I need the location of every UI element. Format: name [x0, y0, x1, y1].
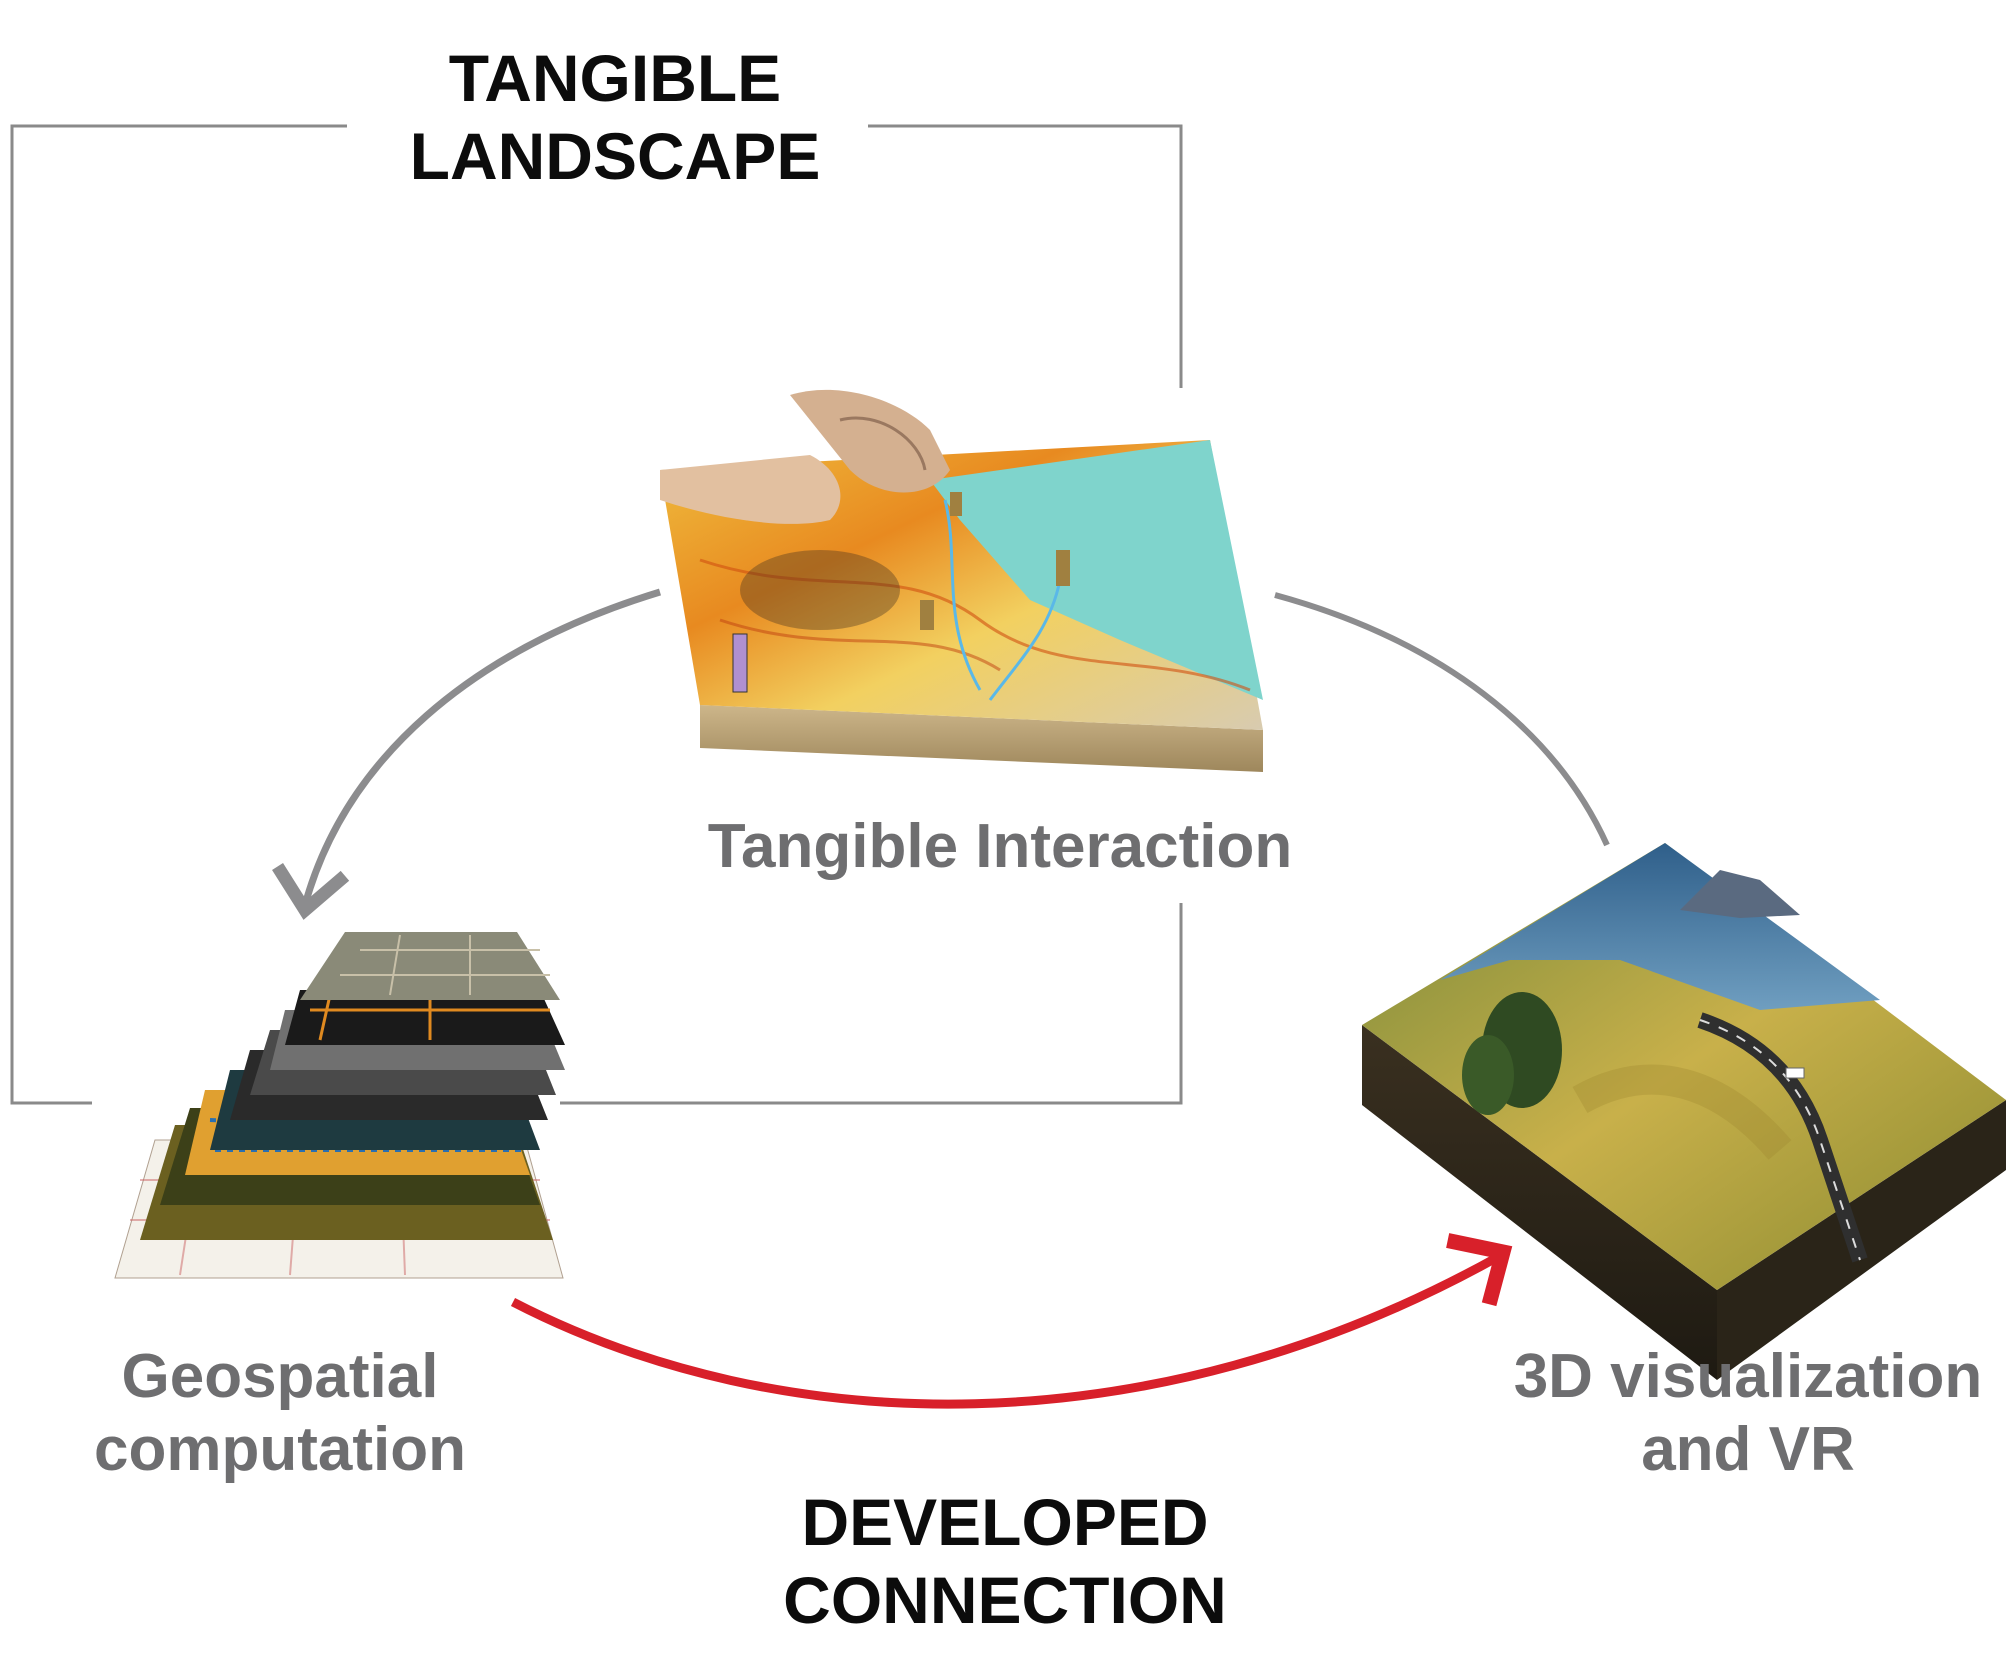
geospatial-layers-image	[114, 932, 565, 1279]
title-line-1: TANGIBLE	[448, 41, 782, 115]
label-developed-connection: DEVELOPED CONNECTION	[765, 1484, 1245, 1640]
landscape-frame	[10, 124, 1183, 1105]
terrain-block-image	[1362, 843, 2006, 1380]
title-line-2: LANDSCAPE	[409, 118, 821, 193]
title-tangible-landscape: TANGIBLE LANDSCAPE	[405, 40, 825, 196]
geospatial-line-2: computation	[94, 1415, 466, 1485]
geospatial-line-1: Geospatial	[121, 1342, 439, 1411]
tangible-interaction-text: Tangible Interaction	[707, 812, 1293, 881]
connection-line-1: DEVELOPED	[801, 1485, 1209, 1559]
connection-line-2: CONNECTION	[783, 1562, 1227, 1637]
sand-model-image	[660, 389, 1263, 772]
arc-tangible-to-visualization	[1274, 592, 1610, 847]
label-3d-visualization: 3D visualization and VR	[1498, 1340, 1998, 1486]
label-geospatial-computation: Geospatial computation	[70, 1340, 490, 1486]
arrow-tangible-to-geospatial	[272, 588, 662, 920]
arrow-developed-connection	[510, 1233, 1513, 1409]
visualization-line-1: 3D visualization	[1513, 1342, 1983, 1411]
label-tangible-interaction: Tangible Interaction	[680, 810, 1320, 883]
visualization-line-2: and VR	[1641, 1415, 1855, 1485]
